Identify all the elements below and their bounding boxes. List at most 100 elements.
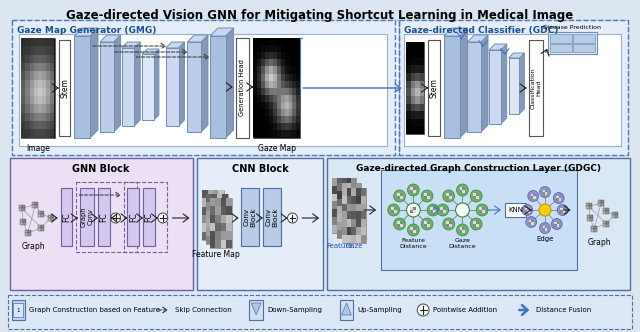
Bar [276,66,281,73]
Bar [50,46,54,54]
Bar [337,194,342,202]
Bar [594,228,597,231]
Bar [281,73,285,81]
Bar [342,204,346,211]
Bar [406,50,411,57]
Bar [261,59,265,66]
Text: CNN Block: CNN Block [232,164,289,174]
Bar [594,225,597,228]
Bar [346,207,351,214]
Bar [257,45,261,52]
Bar [473,221,476,224]
Bar [38,113,42,121]
Bar [289,73,292,81]
Bar [525,210,527,212]
Bar [427,193,430,196]
Bar [411,96,415,104]
Bar [281,88,285,95]
Bar [281,38,285,45]
Bar [337,214,342,222]
Bar [26,104,29,113]
Bar [269,123,273,130]
Bar [276,52,281,59]
Polygon shape [460,28,467,138]
Bar [226,231,232,239]
Polygon shape [226,28,234,138]
Bar [276,73,281,81]
Bar [273,81,276,88]
Bar [261,38,265,45]
Bar [221,214,226,223]
Bar [51,218,54,221]
Text: KNN: KNN [508,207,523,213]
Bar [285,38,289,45]
Bar [406,73,411,80]
Bar [346,199,351,207]
Bar [606,208,609,211]
Bar [420,119,424,127]
Bar [273,116,276,123]
Bar [509,58,520,114]
Bar [603,220,606,223]
Bar [356,219,361,227]
Circle shape [388,204,399,216]
Bar [445,196,449,199]
Bar [463,230,465,233]
Bar [42,129,46,137]
Bar [19,34,387,146]
Bar [25,233,28,236]
Bar [531,196,533,199]
Bar [29,96,34,104]
Bar [46,104,50,113]
Bar [221,223,226,231]
Circle shape [421,190,433,202]
Bar [415,57,420,65]
Bar [342,207,346,214]
Bar [346,191,351,199]
Bar [356,183,361,191]
Bar [38,213,41,216]
Bar [33,202,35,205]
Bar [253,45,257,52]
Bar [603,208,606,211]
Bar [42,104,46,113]
Bar [269,45,273,52]
Bar [361,204,366,211]
Bar [26,38,29,46]
Bar [42,38,46,46]
Bar [394,210,397,213]
Text: Feature
Distance: Feature Distance [399,238,427,249]
Bar [276,38,281,45]
Bar [38,104,42,113]
Bar [261,130,265,137]
Bar [253,38,257,45]
Bar [342,183,346,191]
Bar [292,88,296,95]
Bar [615,215,618,218]
Text: Stem: Stem [60,78,69,98]
Bar [289,109,292,116]
Bar [273,59,276,66]
Circle shape [421,218,433,230]
Circle shape [287,213,298,223]
Text: Feature: Feature [326,243,353,249]
Bar [213,231,218,240]
Circle shape [408,224,419,236]
Bar [41,210,44,213]
Bar [346,202,351,209]
Bar [273,52,276,59]
Bar [406,57,411,65]
Bar [463,190,465,193]
Bar [606,211,609,214]
Bar [342,186,346,194]
Bar [449,224,452,227]
Bar [356,196,361,204]
Bar [397,224,399,227]
Bar [351,186,356,194]
Bar [296,123,300,130]
Bar [273,73,276,81]
Bar [292,109,296,116]
Bar [48,215,51,218]
Bar [285,109,289,116]
Bar [420,88,424,96]
